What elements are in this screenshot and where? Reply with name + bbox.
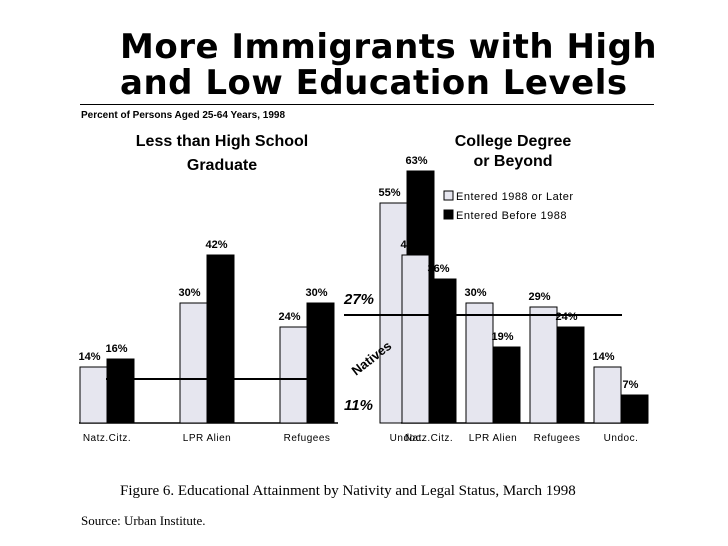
bar-less-than-hs-natzcitz-before-1988 [106, 358, 135, 424]
chart-subtitle: Percent of Persons Aged 25-64 Years, 199… [81, 110, 285, 121]
category-label-less-than-hs-1: LPR Alien [183, 433, 231, 444]
bar-college-undoc-before-1988 [620, 394, 649, 424]
data-label-college-0-1988-later: 42% [400, 239, 422, 251]
category-label-less-than-hs-3: Undoc. [390, 433, 425, 444]
bar-less-than-hs-refugees-before-1988 [306, 302, 335, 424]
legend-swatch-1988-later [443, 190, 454, 201]
chart-title-line-2: and Low Education Levels [120, 63, 628, 103]
category-label-college-0: Natz.Citz. [405, 433, 453, 444]
data-label-college-3-before-1988: 7% [623, 379, 639, 391]
data-label-less-than-hs-0-before-1988: 16% [105, 343, 127, 355]
bar-less-than-hs-lpralien-before-1988 [206, 254, 235, 424]
bar-college-natzcitz-1988-later [401, 254, 430, 424]
data-label-less-than-hs-2-before-1988: 30% [305, 287, 327, 299]
category-label-college-1: LPR Alien [469, 433, 517, 444]
legend-label-before-1988: Entered Before 1988 [456, 210, 567, 222]
natives-value-less-than-hs: 11% [344, 397, 373, 414]
bar-college-lpralien-1988-later [465, 302, 494, 424]
title-divider [80, 104, 654, 105]
bar-college-natzcitz-before-1988 [428, 278, 457, 424]
bar-college-undoc-1988-later [593, 366, 622, 424]
category-label-college-3: Undoc. [604, 433, 639, 444]
data-label-college-1-1988-later: 30% [464, 287, 486, 299]
panel-title-left-line-2: Graduate [187, 157, 257, 174]
panel-title-right-line-2: or Beyond [473, 153, 552, 170]
bar-less-than-hs-refugees-1988-later [279, 326, 308, 424]
category-label-less-than-hs-0: Natz.Citz. [83, 433, 131, 444]
data-label-college-2-before-1988: 24% [555, 311, 577, 323]
data-label-less-than-hs-1-before-1988: 42% [205, 239, 227, 251]
bar-college-refugees-before-1988 [556, 326, 585, 424]
bar-less-than-hs-lpralien-1988-later [179, 302, 208, 424]
bar-less-than-hs-natzcitz-1988-later [79, 366, 108, 424]
data-label-less-than-hs-0-1988-later: 14% [78, 351, 100, 363]
legend-label-1988-later: Entered 1988 or Later [456, 191, 574, 203]
data-label-less-than-hs-3-before-1988: 63% [405, 155, 427, 167]
data-label-less-than-hs-1-1988-later: 30% [178, 287, 200, 299]
data-label-less-than-hs-3-1988-later: 55% [378, 187, 400, 199]
chart-title-line-1: More Immigrants with High [120, 27, 658, 67]
data-label-college-0-before-1988: 36% [427, 263, 449, 275]
category-label-less-than-hs-2: Refugees [284, 433, 331, 444]
bar-college-refugees-1988-later [529, 306, 558, 424]
natives-value-college: 27% [343, 291, 374, 308]
data-label-college-1-before-1988: 19% [491, 331, 513, 343]
bar-college-lpralien-before-1988 [492, 346, 521, 424]
legend-swatch-before-1988 [443, 209, 454, 220]
figure-caption: Figure 6. Educational Attainment by Nati… [120, 483, 576, 499]
data-label-college-3-1988-later: 14% [592, 351, 614, 363]
source-note: Source: Urban Institute. [81, 513, 206, 528]
category-label-college-2: Refugees [534, 433, 581, 444]
data-label-less-than-hs-2-1988-later: 24% [278, 311, 300, 323]
panel-title-left-line-1: Less than High School [136, 133, 308, 150]
data-label-college-2-1988-later: 29% [528, 291, 550, 303]
panel-title-right-line-1: College Degree [455, 133, 572, 150]
